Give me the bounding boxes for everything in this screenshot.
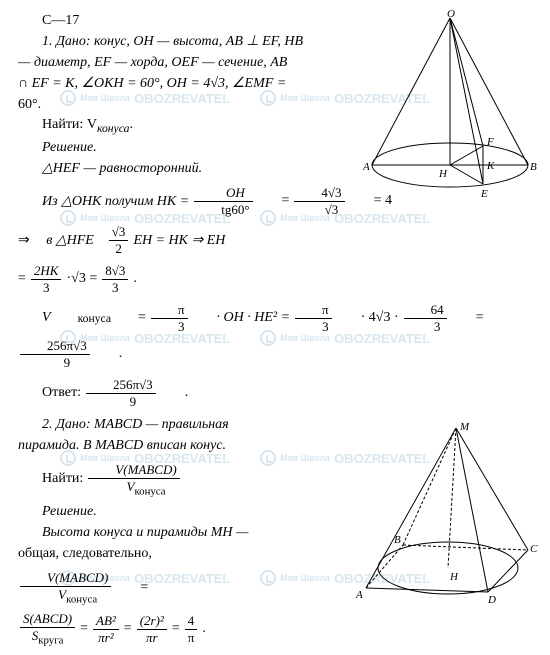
p1-answer: Ответ: 256π√39 . — [18, 377, 532, 410]
p1-given-3: ∩ EF = K, ∠OKH = 60°, OH = 4√3, ∠EMF = — [18, 75, 348, 94]
p1-tri-equilateral: △HEF — равносторонний. — [18, 160, 532, 179]
p2-given-2: пирамида. В MABCD вписан конус. — [18, 437, 328, 456]
p2-given-1: 2. Дано: MABCD — правильная — [18, 416, 328, 435]
p1-volume-equation: Vконуса = π3 · OH · HE² = π3 · 4√3 · 643… — [18, 302, 532, 371]
p1-eh-equation: = 2HK3 ·√3 = 8√33 . — [18, 263, 532, 296]
p2-ratio-s: S(ABCD)Sкруга = AB²πr² = (2r)²πr = 4π . — [18, 611, 532, 647]
p2-ratio-v: V(MABCD)Vконуса = — [18, 570, 532, 606]
p2-find: Найти: V(MABCD)Vконуса — [18, 462, 532, 498]
section-header: С—17 — [18, 12, 532, 31]
p1-given-1: 1. Дано: конус, OH — высота, AB ⊥ EF, HB — [18, 33, 348, 52]
p1-given-4: 60°. — [18, 96, 532, 115]
p2-solution-label: Решение. — [18, 503, 532, 522]
p1-solution-label: Решение. — [18, 139, 532, 158]
p2-height-1: Высота конуса и пирамиды MH — — [18, 524, 328, 543]
p2-height-2: общая, следовательно, — [18, 545, 532, 564]
p1-given-2: — диаметр, EF — хорда, OEF — сечение, AB — [18, 54, 348, 73]
p1-hk-equation: Из △OHK получим HK = OHtg60° = 4√3√3 = 4 — [18, 185, 532, 218]
p1-hfe-row: ⇒ в △HFE √32 EH = HK ⇒ EH — [18, 224, 532, 257]
p1-find: Найти: Vконуса. — [18, 116, 532, 137]
